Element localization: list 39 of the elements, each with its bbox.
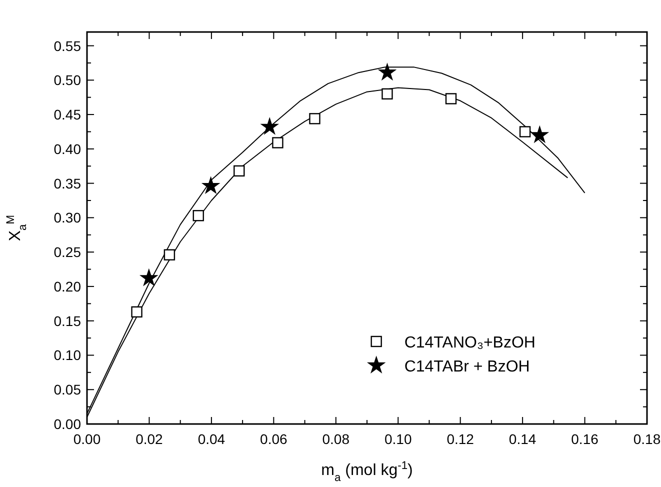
x-tick-label: 0.04 xyxy=(198,431,226,447)
point xyxy=(272,137,284,148)
point xyxy=(445,93,457,104)
y-tick-label: 0.50 xyxy=(54,72,82,88)
point xyxy=(378,62,397,81)
point xyxy=(309,113,320,124)
point xyxy=(201,176,220,194)
point xyxy=(164,249,176,260)
y-tick-label: 0.20 xyxy=(54,278,82,294)
point xyxy=(139,268,158,286)
x-tick-label: 0.06 xyxy=(260,431,288,447)
y-tick-label: 0.05 xyxy=(54,382,82,398)
x-tick-label: 0.10 xyxy=(384,431,412,447)
y-tick-label: 0.25 xyxy=(54,244,82,260)
legend-label: C14TANO₃+BzOH xyxy=(404,334,536,352)
x-tick-label: 0.02 xyxy=(136,431,164,447)
point xyxy=(382,88,393,100)
y-tick-label: 0.45 xyxy=(54,106,82,123)
point xyxy=(530,125,550,144)
point xyxy=(260,117,280,135)
point xyxy=(131,306,142,318)
y-tick-label: 0.35 xyxy=(54,175,82,192)
y-tick-label: 0.55 xyxy=(54,38,82,54)
x-axis-title: m$_{a}$ (mol kg$^{-1}$) xyxy=(321,460,413,484)
x-tick-label: 0.16 xyxy=(571,431,599,447)
x-tick-label: 0.18 xyxy=(633,431,661,447)
x-tick-label: 0.00 xyxy=(73,431,101,447)
y-tick-label: 0.10 xyxy=(54,347,82,364)
y-tick-label: 0.00 xyxy=(54,416,82,432)
x-tick-label: 0.08 xyxy=(322,431,350,447)
y-tick-label: 0.15 xyxy=(54,312,82,329)
point xyxy=(519,126,531,138)
x-tick-label: 0.12 xyxy=(446,431,474,447)
legend-label: C14TABr + BzOH xyxy=(404,358,530,376)
point xyxy=(234,165,245,177)
point xyxy=(192,210,204,222)
y-tick-label: 0.40 xyxy=(54,140,82,157)
y-tick-label: 0.30 xyxy=(54,210,82,226)
x-tick-label: 0.14 xyxy=(508,431,536,447)
